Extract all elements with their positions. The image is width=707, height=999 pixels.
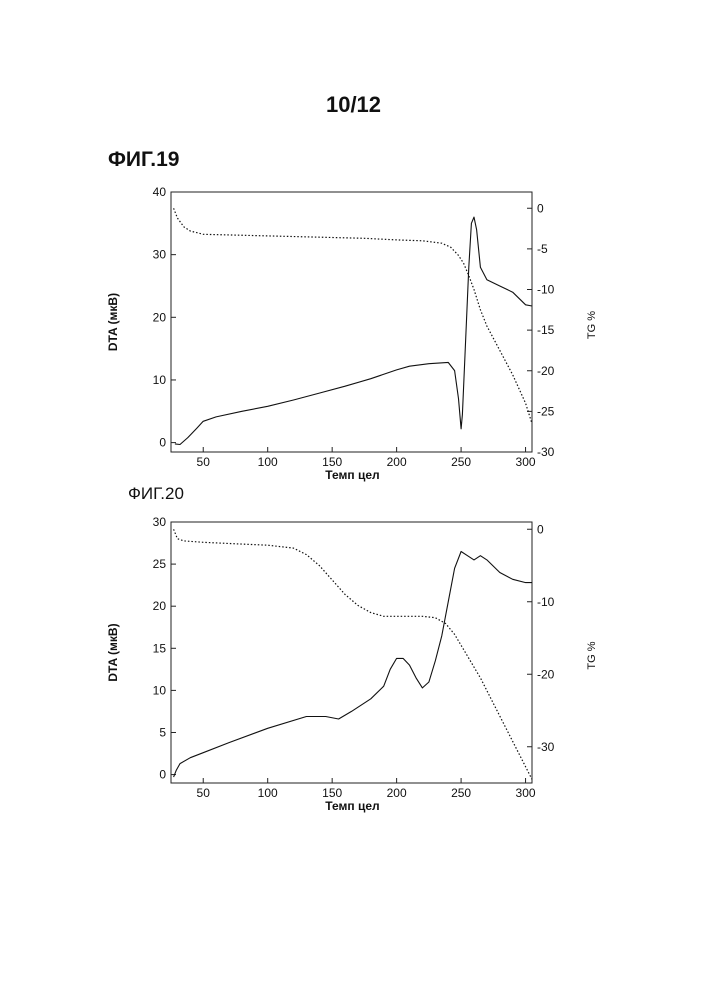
- chart1-y2-tick-label-4: -20: [537, 364, 555, 378]
- chart1-x-tick-label-1: 100: [258, 455, 278, 469]
- chart1-y2-tick-label-5: -25: [537, 404, 555, 418]
- chart1-y-axis-title: DTA (мкВ): [106, 293, 120, 351]
- chart1-y2-tick-label-2: -10: [537, 283, 555, 297]
- chart2-y-tick-label-0: 0: [159, 768, 166, 782]
- chart2-y-tick-label-6: 30: [153, 515, 167, 529]
- chart1-dta-line: [175, 217, 532, 444]
- chart1-x-axis-title: Темп цел: [325, 468, 379, 482]
- chart1-x-tick-label-3: 200: [387, 455, 407, 469]
- chart2-dta-line: [174, 552, 532, 778]
- chart1-y-tick-label-0: 0: [159, 436, 166, 450]
- chart2-y2-tick-label-2: -20: [537, 667, 555, 681]
- chart2-tg-line: [174, 529, 532, 779]
- chart1-x-tick-label-4: 250: [451, 455, 471, 469]
- chart2-y-tick-label-5: 25: [153, 557, 167, 571]
- chart2-x-tick-label-4: 250: [451, 786, 471, 800]
- chart2-y-tick-label-1: 5: [159, 725, 166, 739]
- chart1-x-tick-label-0: 50: [197, 455, 211, 469]
- chart1-y-tick-label-4: 40: [153, 185, 167, 199]
- chart2-y2-tick-label-3: -30: [537, 740, 555, 754]
- chart1-x-tick-label-2: 150: [322, 455, 342, 469]
- chart2-y-tick-label-2: 10: [153, 683, 167, 697]
- chart2-x-tick-label-0: 50: [197, 786, 211, 800]
- chart2-y2-tick-label-0: 0: [537, 522, 544, 536]
- chart1-plot-frame: [171, 192, 532, 452]
- chart1-y2-tick-label-6: -30: [537, 445, 555, 459]
- chart2-x-tick-label-1: 100: [258, 786, 278, 800]
- chart1-y-tick-label-2: 20: [153, 310, 167, 324]
- chart2-y2-axis-title: TG %: [586, 641, 598, 669]
- chart2-y2-tick-label-1: -10: [537, 595, 555, 609]
- chart1-x-tick-label-5: 300: [516, 455, 536, 469]
- chart1-y2-tick-label-1: -5: [537, 242, 548, 256]
- chart1-y-tick-label-3: 30: [153, 248, 167, 262]
- chart1-y2-axis-title: TG %: [586, 311, 598, 339]
- chart2-x-tick-label-5: 300: [516, 786, 536, 800]
- chart2-y-tick-label-3: 15: [153, 641, 167, 655]
- chart2-x-tick-label-2: 150: [322, 786, 342, 800]
- chart2-y-axis-title: DTA (мкВ): [106, 623, 120, 681]
- chart1-y2-tick-label-3: -15: [537, 323, 555, 337]
- chart2-x-tick-label-3: 200: [387, 786, 407, 800]
- chart1-y2-tick-label-0: 0: [537, 201, 544, 215]
- chart2-y-tick-label-4: 20: [153, 599, 167, 613]
- chart2-x-axis-title: Темп цел: [325, 799, 379, 813]
- chart1-y-tick-label-1: 10: [153, 373, 167, 387]
